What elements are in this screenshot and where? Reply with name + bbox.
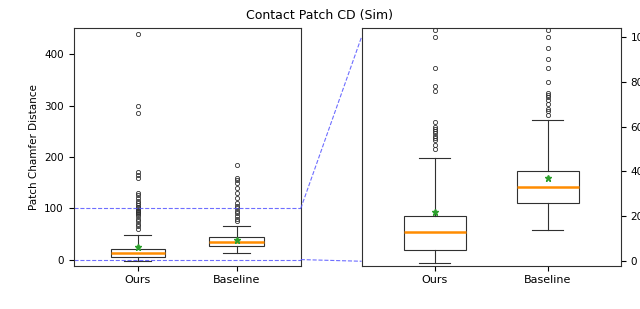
PathPatch shape (111, 249, 165, 257)
Y-axis label: Patch Chamfer Distance: Patch Chamfer Distance (29, 84, 38, 210)
PathPatch shape (516, 171, 579, 203)
PathPatch shape (209, 236, 264, 246)
PathPatch shape (404, 216, 466, 250)
Text: Contact Patch CD (Sim): Contact Patch CD (Sim) (246, 9, 394, 22)
